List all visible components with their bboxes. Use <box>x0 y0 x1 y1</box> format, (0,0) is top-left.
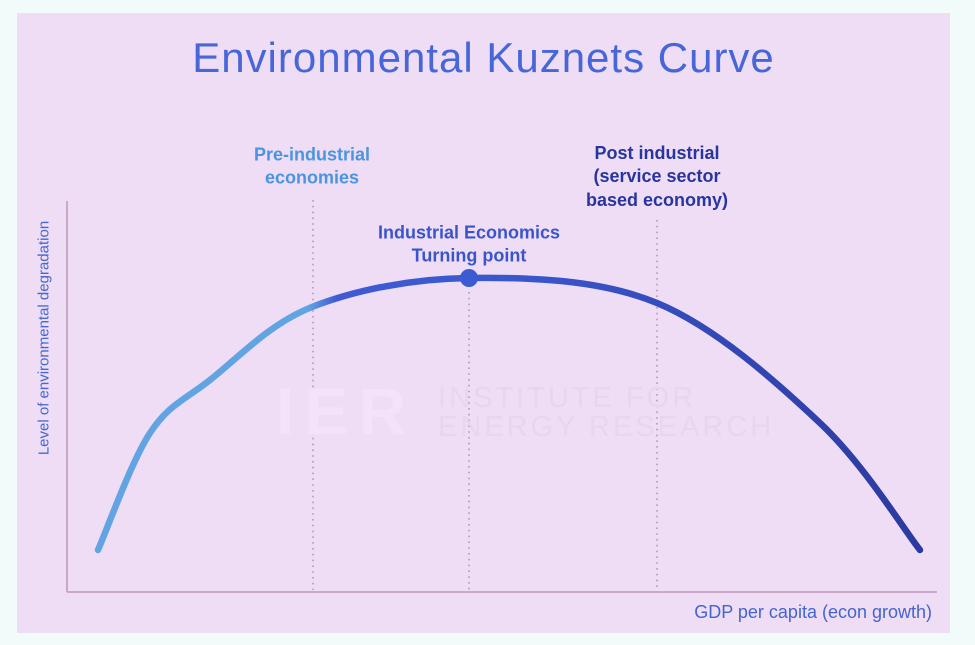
region-divider-lines <box>312 200 658 590</box>
turning-point-dot <box>460 269 478 287</box>
axes <box>66 201 937 593</box>
kuznets-curve-line <box>94 274 924 554</box>
chart-background <box>17 13 950 633</box>
